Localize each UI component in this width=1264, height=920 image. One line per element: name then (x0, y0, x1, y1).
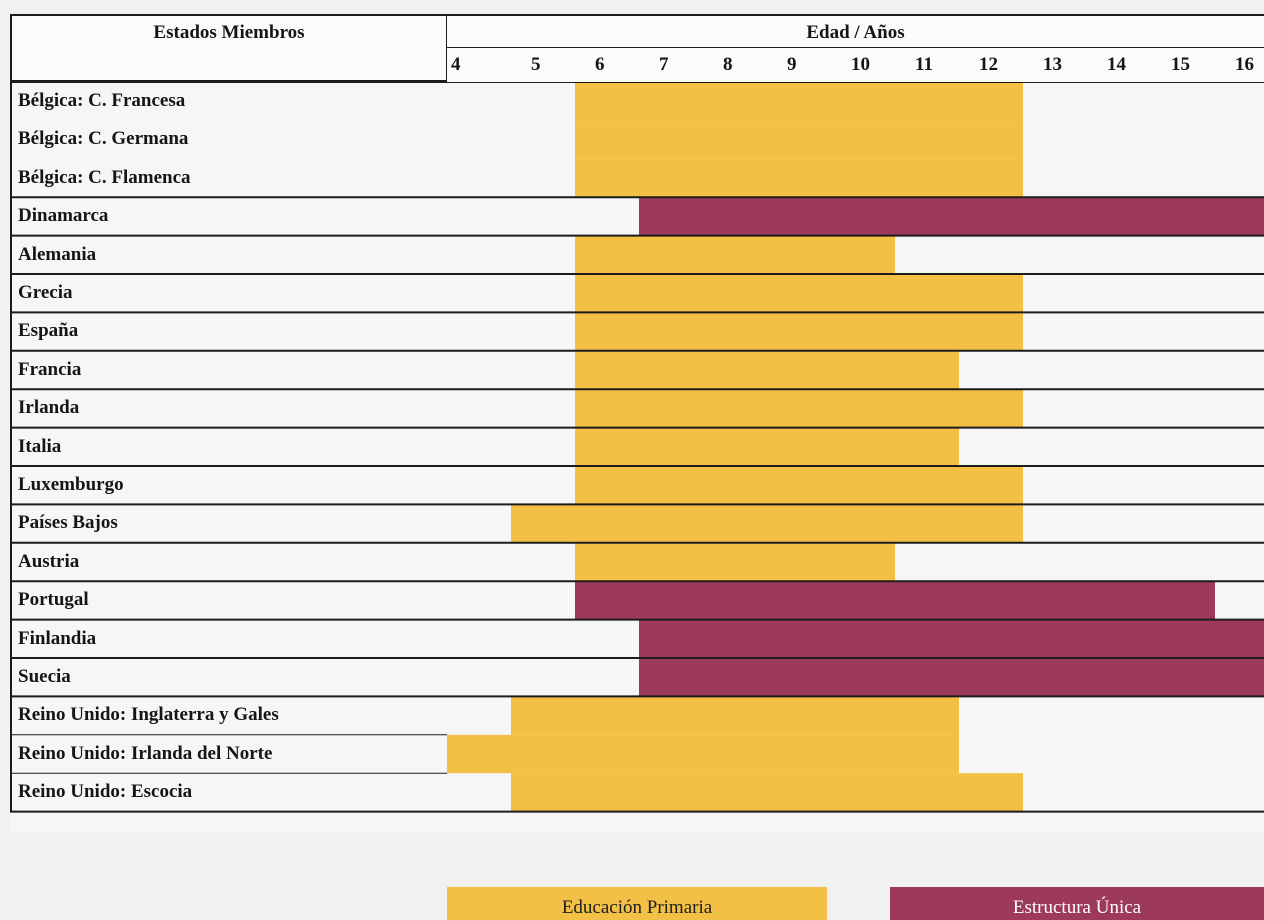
bar-14 (575, 581, 1215, 620)
bar-11 (575, 466, 1023, 505)
age-tick-6: 6 (595, 54, 605, 75)
row-label-2: Bélgica: C. Germana (18, 128, 189, 150)
bar-8 (575, 350, 959, 390)
age-header-label: Edad / Años (806, 22, 905, 43)
row-label-17: Reino Unido: Inglaterra y Gales (18, 704, 279, 726)
age-tick-14: 14 (1107, 54, 1126, 75)
age-tick-4: 4 (451, 54, 461, 75)
bar-1 (575, 82, 1023, 121)
bar-3 (575, 158, 1023, 198)
row-label-13: Austria (18, 550, 80, 572)
age-tick-15: 15 (1171, 54, 1190, 75)
bars-layer (10, 14, 1264, 813)
row-label-3: Bélgica: C. Flamenca (18, 166, 191, 188)
age-header: Edad / Años (447, 14, 1264, 48)
row-label-4: Dinamarca (18, 205, 109, 227)
bar-17 (511, 696, 959, 735)
bar-18 (447, 734, 959, 774)
legend-educacion-primaria: Educación Primaria (447, 887, 827, 920)
row-label-8: Francia (18, 358, 82, 380)
row-label-15: Finlandia (18, 627, 97, 649)
bar-19 (511, 773, 1023, 812)
row-label-12: Países Bajos (18, 512, 118, 534)
age-tick-5: 5 (531, 54, 541, 75)
bar-15 (639, 619, 1264, 658)
row-label-19: Reino Unido: Escocia (18, 781, 193, 803)
bar-2 (575, 120, 1023, 159)
states-header: Estados Miembros (10, 14, 447, 82)
row-label-7: España (18, 320, 79, 342)
age-tick-11: 11 (915, 54, 933, 75)
age-tick-12: 12 (979, 54, 998, 75)
row-label-11: Luxemburgo (18, 474, 124, 495)
bar-7 (575, 312, 1023, 351)
bar-16 (639, 658, 1264, 697)
bar-5 (575, 235, 895, 274)
row-label-1: Bélgica: C. Francesa (18, 90, 186, 111)
legend-label: Estructura Única (1012, 897, 1142, 918)
age-tick-13: 13 (1043, 54, 1062, 75)
bar-4 (639, 197, 1264, 236)
age-tick-9: 9 (787, 54, 797, 75)
row-label-5: Alemania (18, 243, 97, 265)
bar-9 (575, 389, 1023, 428)
bar-12 (511, 504, 1023, 543)
row-label-18: Reino Unido: Irlanda del Norte (18, 742, 273, 764)
age-tick-16: 16 (1235, 54, 1254, 75)
legend-estructura-unica: Estructura Única (890, 887, 1264, 920)
bar-13 (575, 542, 895, 582)
legend-label: Educación Primaria (561, 897, 713, 918)
row-label-6: Grecia (18, 282, 73, 303)
bar-10 (575, 427, 959, 466)
age-tick-10: 10 (851, 54, 870, 75)
age-table: Estados Miembros Edad / Años 4 5 6 7 8 9 10 11 1… (10, 14, 1264, 832)
age-tick-7: 7 (659, 54, 669, 75)
row-label-9: Irlanda (18, 397, 80, 419)
row-label-10: Italia (18, 435, 62, 457)
row-label-16: Suecia (18, 666, 71, 687)
age-tick-8: 8 (723, 54, 733, 75)
states-header-label: Estados Miembros (153, 22, 305, 43)
bar-6 (575, 274, 1023, 313)
row-label-14: Portugal (18, 589, 89, 611)
age-ticks-row: 4 5 6 7 8 9 10 11 12 13 14 15 16 (447, 48, 1264, 82)
